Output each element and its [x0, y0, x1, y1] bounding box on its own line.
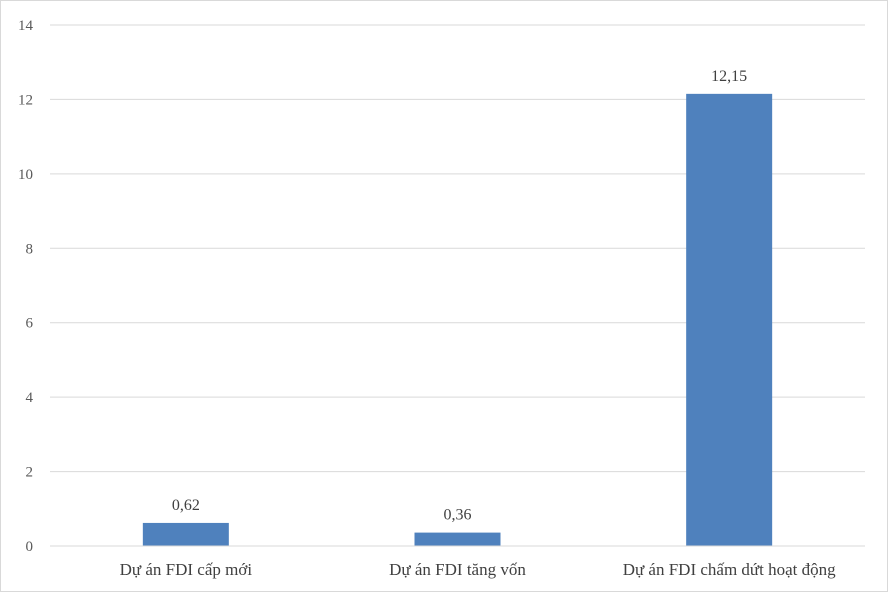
data-label: 0,36: [444, 507, 472, 524]
data-label: 0,62: [172, 497, 200, 514]
y-tick-label: 8: [26, 241, 34, 257]
y-tick-label: 4: [26, 390, 34, 406]
category-label: Dự án FDI cấp mới: [120, 560, 253, 579]
y-tick-label: 10: [18, 167, 33, 183]
y-tick-label: 0: [26, 539, 34, 555]
y-tick-label: 12: [18, 92, 33, 108]
y-tick-label: 6: [26, 316, 34, 332]
category-label: Dự án FDI chấm dứt hoạt động: [623, 560, 836, 579]
bar: [142, 522, 229, 546]
bar: [686, 93, 773, 546]
category-label: Dự án FDI tăng vốn: [389, 560, 526, 579]
y-tick-label: 14: [18, 18, 34, 34]
bar: [414, 532, 501, 546]
data-label: 12,15: [711, 68, 747, 85]
y-tick-label: 2: [26, 465, 34, 481]
